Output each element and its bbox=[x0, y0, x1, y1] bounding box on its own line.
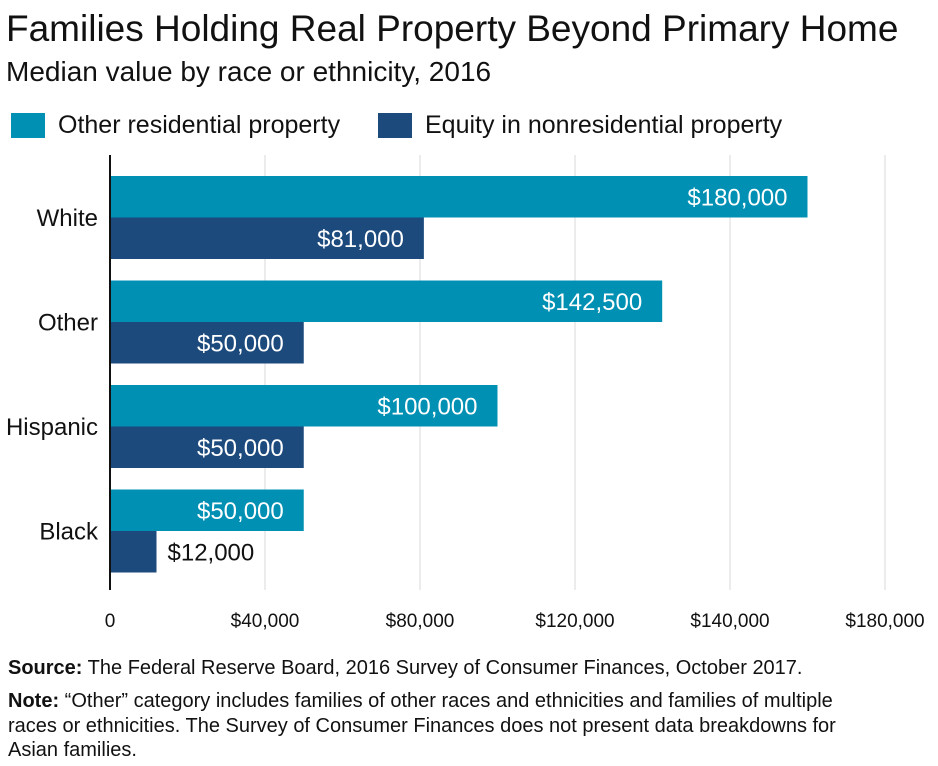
bar-other-residential-property-other bbox=[110, 280, 663, 322]
x-tick-label: $140,000 bbox=[690, 611, 769, 632]
legend-item-equity-nonresidential-property: Equity in nonresidential property bbox=[378, 110, 782, 140]
bar-group-other: $142,500 $50,000 bbox=[110, 280, 663, 364]
data-label: $50,000 bbox=[197, 498, 284, 525]
source-label: Source: bbox=[8, 657, 83, 679]
legend-swatch-other-residential-property bbox=[11, 112, 45, 138]
source-note: Source: The Federal Reserve Board, 2016 … bbox=[8, 656, 803, 681]
category-labels: White Other Hispanic Black bbox=[6, 205, 99, 546]
category-label-hispanic: Hispanic bbox=[6, 414, 98, 441]
bar-group-hispanic: $100,000 $50,000 bbox=[110, 385, 498, 468]
x-axis-ticks: 0 $40,000 $80,000 $120,000 $140,000 $180,000 bbox=[105, 611, 925, 632]
data-label: $50,000 bbox=[197, 330, 284, 357]
legend-label: Other residential property bbox=[58, 111, 341, 139]
bar-other-residential-property-hispanic bbox=[110, 385, 498, 427]
bar-chart: 0 $40,000 $80,000 $120,000 $140,000 $180,000$… bbox=[6, 155, 925, 632]
note-text: “Other” category includes families of ot… bbox=[8, 690, 836, 761]
bar-equity-in-nonresidential-property-hispanic bbox=[110, 426, 304, 468]
x-tick-label: $180,000 bbox=[845, 611, 924, 632]
source-text: The Federal Reserve Board, 2016 Survey o… bbox=[87, 657, 803, 679]
bars: $180,000 $81,000 $142,500 $50,000 $100,000 $5… bbox=[110, 176, 808, 573]
data-label: $142,500 bbox=[542, 289, 642, 316]
x-tick-label: $120,000 bbox=[535, 611, 614, 632]
category-label-other: Other bbox=[38, 310, 98, 337]
bar-group-black: $50,000 $12,000 bbox=[110, 489, 304, 573]
chart-subtitle: Median value by race or ethnicity, 2016 bbox=[6, 56, 492, 87]
footnote: Note: “Other” category includes families… bbox=[8, 689, 858, 763]
data-label: $50,000 bbox=[197, 435, 284, 462]
data-label: $100,000 bbox=[377, 393, 477, 420]
legend-swatch-fill bbox=[378, 112, 412, 138]
chart-title: Families Holding Real Property Beyond Pr… bbox=[6, 8, 899, 49]
x-tick-label: $40,000 bbox=[231, 611, 300, 632]
data-label: $12,000 bbox=[168, 539, 255, 566]
bar-other-residential-property-black bbox=[110, 489, 304, 531]
x-tick-label: $80,000 bbox=[386, 611, 455, 632]
category-label-white: White bbox=[37, 205, 98, 232]
bar-equity-in-nonresidential-property-white bbox=[110, 217, 424, 259]
data-label: $180,000 bbox=[687, 184, 787, 211]
bar-other-residential-property-white bbox=[110, 176, 808, 218]
legend-item-other-residential-property: Other residential property bbox=[11, 110, 340, 140]
legend-swatch-equity-nonresidential-property bbox=[378, 112, 412, 138]
legend-swatch-fill bbox=[11, 112, 45, 138]
note-label: Note: bbox=[8, 690, 60, 712]
x-tick-label: 0 bbox=[105, 611, 116, 632]
legend-label: Equity in nonresidential property bbox=[425, 111, 783, 139]
category-label-black: Black bbox=[39, 519, 99, 546]
bar-equity-in-nonresidential-property-black bbox=[110, 531, 157, 573]
bar-equity-in-nonresidential-property-other bbox=[110, 322, 304, 364]
data-label: $81,000 bbox=[317, 226, 404, 253]
bar-group-white: $180,000 $81,000 bbox=[110, 176, 808, 259]
